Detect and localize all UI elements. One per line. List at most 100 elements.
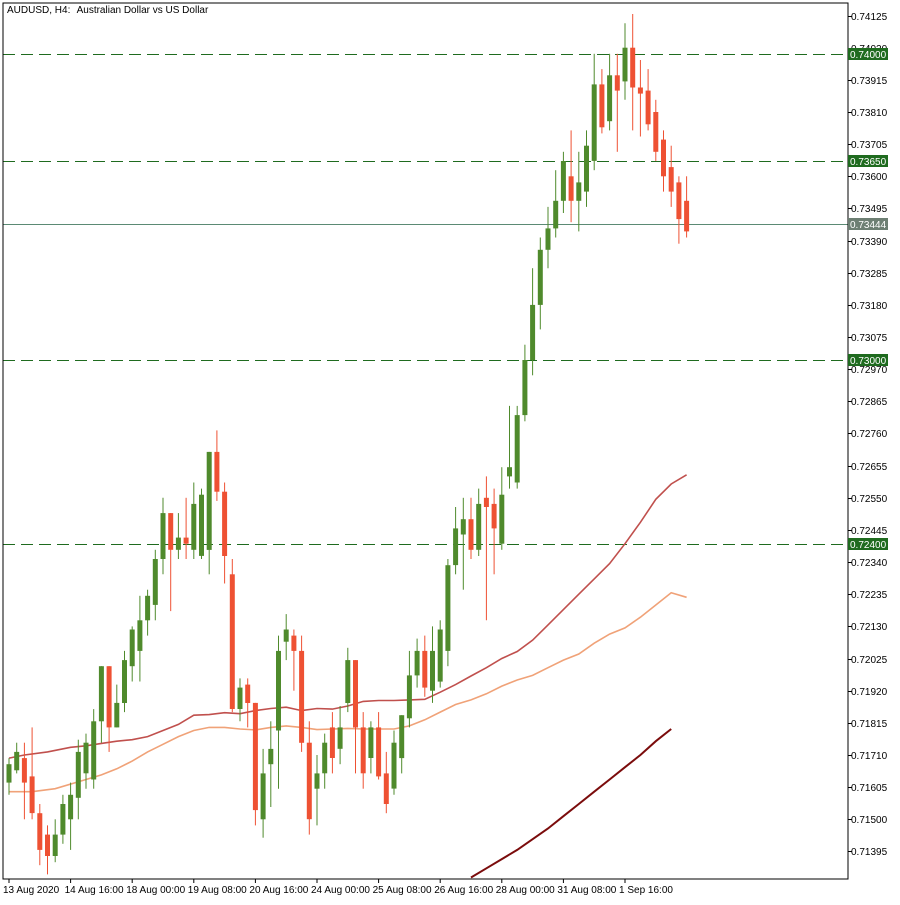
candle-body [60, 804, 66, 835]
candle-body [45, 834, 50, 856]
bearish-candle [222, 482, 228, 584]
bearish-candle [676, 176, 682, 244]
candle-body [106, 666, 112, 728]
bullish-candle [391, 730, 397, 795]
candle-body [568, 176, 574, 201]
bullish-candle [52, 819, 58, 863]
bullish-candle [175, 513, 181, 559]
bullish-candle [206, 451, 212, 575]
bullish-candle [399, 715, 405, 774]
candle-body [507, 467, 512, 477]
level-price-tag-box [848, 354, 888, 366]
bullish-candle [145, 589, 151, 636]
bullish-candle [60, 794, 66, 844]
bearish-candle [229, 559, 235, 713]
candle-body [329, 727, 335, 758]
candle-body [422, 650, 428, 688]
level-price-tag: 0.73650 [848, 155, 888, 168]
y-tick-label: 0.73705 [851, 140, 888, 151]
candle-body [52, 834, 58, 856]
bullish-candle [260, 748, 266, 838]
candle-body [360, 727, 366, 774]
bullish-candle [98, 666, 104, 743]
candle-body [661, 139, 666, 177]
bearish-candle [299, 635, 305, 752]
bullish-candle [406, 650, 412, 728]
bearish-candle [29, 727, 35, 820]
bullish-candle [514, 405, 520, 489]
candle-body [199, 494, 204, 556]
candle-body [676, 182, 682, 220]
candle-body [376, 727, 382, 777]
bearish-candle [106, 666, 112, 752]
candle-body [68, 794, 74, 820]
y-tick-label: 0.73915 [851, 76, 888, 87]
level-lines [3, 54, 848, 545]
candle-body [353, 660, 358, 728]
bearish-candle [653, 99, 659, 161]
candle-body [14, 751, 20, 771]
bearish-candle [630, 14, 636, 131]
bearish-candle [306, 721, 312, 835]
candle-body [191, 503, 197, 550]
bearish-candle [45, 825, 50, 875]
level-price-tag: 0.72400 [848, 538, 888, 551]
candle-body [537, 249, 543, 305]
level-price-tag-text: 0.73000 [850, 356, 887, 367]
bearish-candle [684, 176, 690, 238]
candle-body [276, 650, 281, 731]
symbol-description: Australian Dollar vs US Dollar [77, 5, 209, 16]
candle-body [476, 503, 482, 550]
x-tick-label: 19 Aug 08:00 [188, 885, 247, 896]
bullish-candle [122, 650, 127, 713]
bullish-candle [414, 638, 420, 688]
candle-body [584, 145, 589, 192]
candle-body [614, 75, 620, 91]
y-tick-label: 0.71605 [851, 783, 888, 794]
bearish-candle [329, 712, 335, 774]
candle-body [37, 813, 43, 850]
bullish-candle [314, 755, 320, 826]
x-tick-label: 24 Aug 00:00 [311, 885, 370, 896]
candle-body [368, 727, 374, 758]
bearish-candle [291, 629, 297, 691]
y-tick-label: 0.73810 [851, 108, 888, 119]
candle-body [6, 764, 12, 783]
candle-body [430, 650, 435, 691]
symbol-label: AUDUSD, H4: [7, 5, 70, 16]
y-tick-label: 0.72865 [851, 397, 888, 408]
candle-body [553, 200, 559, 229]
bearish-candle [645, 69, 651, 131]
bullish-candle [114, 684, 120, 728]
level-price-tag: 0.74000 [848, 48, 888, 61]
bullish-candle [453, 507, 459, 575]
bullish-candle [368, 721, 374, 774]
bearish-candle [637, 60, 643, 137]
bullish-candle [560, 151, 566, 213]
bearish-candle [214, 430, 220, 501]
y-tick-label: 0.72760 [851, 429, 888, 440]
bullish-candle [345, 647, 351, 713]
bearish-candle [661, 130, 666, 192]
bullish-candle [499, 467, 505, 550]
candle-body [453, 528, 459, 566]
y-tick-label: 0.73285 [851, 269, 888, 280]
candle-body [514, 415, 520, 483]
candle-body [229, 574, 235, 709]
candle-body [668, 167, 674, 192]
bullish-candle [129, 626, 135, 682]
bullish-candle [530, 268, 536, 376]
y-tick-label: 0.72445 [851, 526, 888, 537]
candle-body [122, 660, 127, 703]
bearish-candle [383, 751, 389, 814]
bullish-candle [584, 130, 589, 207]
x-tick-label: 25 Aug 08:00 [373, 885, 432, 896]
candle-body [214, 451, 220, 492]
candle-body [345, 660, 351, 703]
level-price-tag-text: 0.74000 [850, 50, 887, 61]
candle-body [399, 715, 405, 759]
x-tick-label: 13 Aug 2020 [3, 885, 60, 896]
candle-body [499, 494, 505, 544]
candle-body [630, 47, 636, 88]
candle-body [145, 595, 151, 621]
